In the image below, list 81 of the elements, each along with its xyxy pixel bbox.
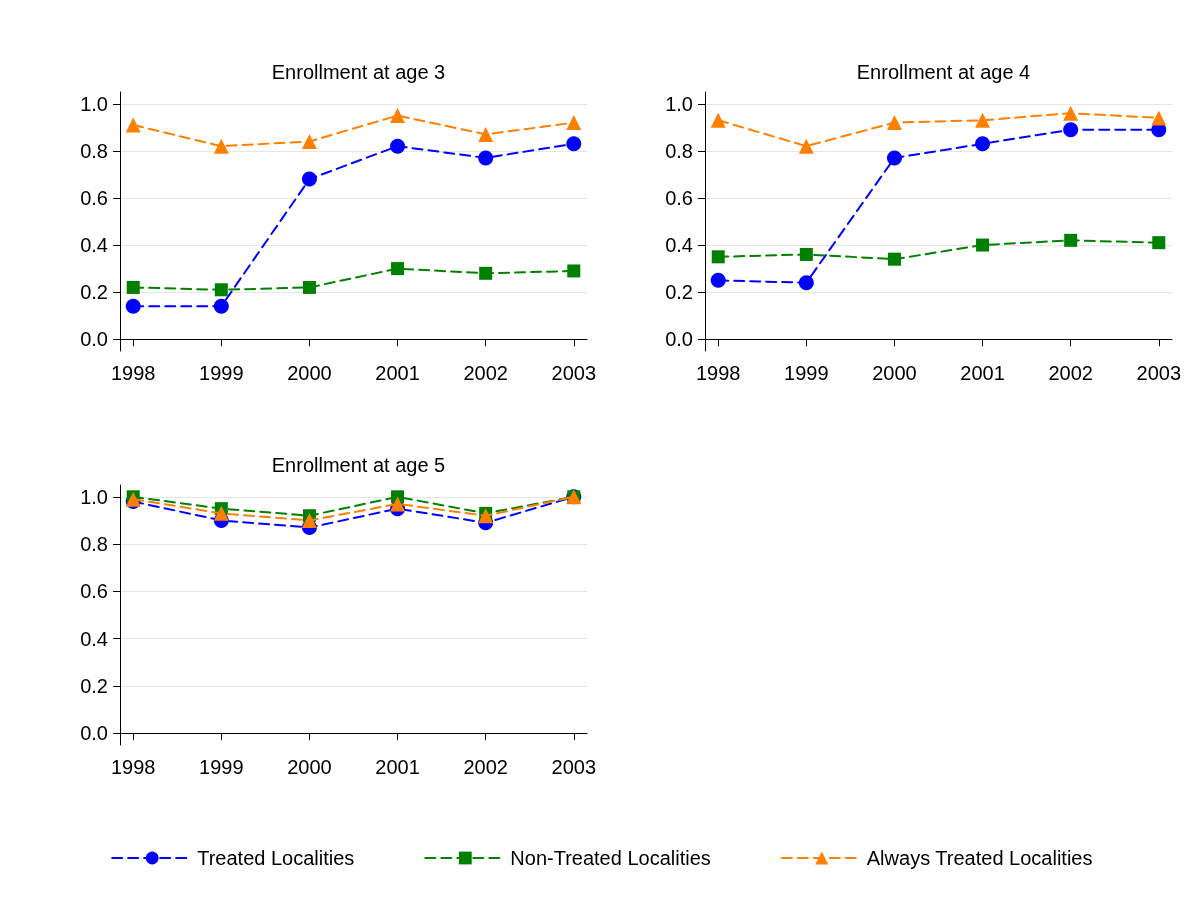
point bbox=[799, 247, 813, 261]
point bbox=[886, 115, 902, 131]
point bbox=[390, 108, 406, 124]
point bbox=[391, 262, 405, 276]
y-tick-label: 0.6 bbox=[80, 580, 108, 603]
point bbox=[567, 264, 581, 278]
y-tick-label: 1.0 bbox=[80, 92, 108, 115]
x-tick-label: 2002 bbox=[463, 756, 508, 778]
y-tick-label: 0.6 bbox=[80, 186, 108, 209]
y-tick-label: 0.6 bbox=[665, 186, 693, 209]
legend-label: Non-Treated Localities bbox=[510, 847, 711, 869]
x-tick-label: 2003 bbox=[551, 756, 597, 778]
y-tick-label: 0.8 bbox=[80, 533, 108, 556]
y-tick-label: 0.2 bbox=[80, 281, 108, 304]
x-tick-label: 1999 bbox=[199, 756, 244, 778]
y-tick-label: 0.8 bbox=[80, 139, 108, 162]
y-tick-label: 1.0 bbox=[80, 485, 108, 508]
x-tick-label: 2000 bbox=[287, 362, 332, 384]
x-tick-label: 2003 bbox=[551, 362, 597, 384]
y-tick-label: 0.8 bbox=[665, 139, 693, 162]
point bbox=[479, 266, 493, 280]
x-tick-label: 1999 bbox=[784, 362, 829, 384]
chart-title: Enrollment at age 5 bbox=[271, 454, 446, 476]
chart-title: Enrollment at age 4 bbox=[856, 61, 1031, 83]
y-tick-label: 1.0 bbox=[665, 92, 693, 115]
point bbox=[976, 238, 990, 252]
point bbox=[478, 150, 494, 166]
point bbox=[1064, 233, 1078, 247]
point bbox=[1063, 122, 1079, 138]
legend-label: Treated Localities bbox=[197, 847, 355, 869]
point bbox=[126, 280, 140, 294]
y-tick-label: 0.4 bbox=[665, 234, 693, 257]
point bbox=[886, 150, 902, 166]
point bbox=[213, 138, 229, 154]
point bbox=[1063, 105, 1079, 121]
point bbox=[301, 512, 317, 528]
point bbox=[798, 138, 814, 154]
point bbox=[125, 117, 141, 133]
point bbox=[710, 112, 726, 128]
x-tick-label: 1999 bbox=[199, 362, 244, 384]
point bbox=[711, 250, 725, 264]
y-tick-label: 0.4 bbox=[80, 627, 108, 650]
point bbox=[887, 252, 901, 266]
point bbox=[798, 275, 814, 291]
point bbox=[213, 505, 229, 521]
y-tick-label: 0.2 bbox=[80, 674, 108, 697]
point bbox=[566, 136, 582, 152]
x-tick-label: 1998 bbox=[695, 362, 741, 384]
point bbox=[390, 138, 406, 154]
point bbox=[214, 283, 228, 297]
point bbox=[478, 508, 494, 524]
point bbox=[975, 112, 991, 128]
x-tick-label: 2000 bbox=[872, 362, 917, 384]
legend-label: Always Treated Localities bbox=[866, 847, 1093, 869]
x-tick-label: 2001 bbox=[375, 756, 420, 778]
x-tick-label: 2003 bbox=[1136, 362, 1182, 384]
x-tick-label: 2002 bbox=[463, 362, 508, 384]
x-tick-label: 1998 bbox=[110, 756, 156, 778]
point bbox=[710, 272, 726, 288]
point bbox=[566, 115, 582, 131]
point bbox=[975, 136, 991, 152]
y-tick-label: 0.2 bbox=[665, 281, 693, 304]
point bbox=[390, 496, 406, 512]
point bbox=[1151, 110, 1167, 126]
x-tick-label: 2001 bbox=[960, 362, 1005, 384]
x-tick-label: 2001 bbox=[375, 362, 420, 384]
x-tick-label: 1998 bbox=[110, 362, 156, 384]
chart-title: Enrollment at age 3 bbox=[271, 61, 446, 83]
point bbox=[478, 126, 494, 142]
y-tick-label: 0.4 bbox=[80, 234, 108, 257]
y-tick-label: 0.0 bbox=[80, 722, 108, 745]
y-tick-label: 0.0 bbox=[665, 328, 693, 351]
point bbox=[1152, 236, 1166, 250]
point bbox=[301, 133, 317, 149]
x-tick-label: 2000 bbox=[287, 756, 332, 778]
point bbox=[125, 298, 141, 314]
point bbox=[301, 171, 317, 187]
y-tick-label: 0.0 bbox=[80, 328, 108, 351]
point bbox=[302, 280, 316, 294]
x-tick-label: 2002 bbox=[1048, 362, 1093, 384]
point bbox=[213, 298, 229, 314]
